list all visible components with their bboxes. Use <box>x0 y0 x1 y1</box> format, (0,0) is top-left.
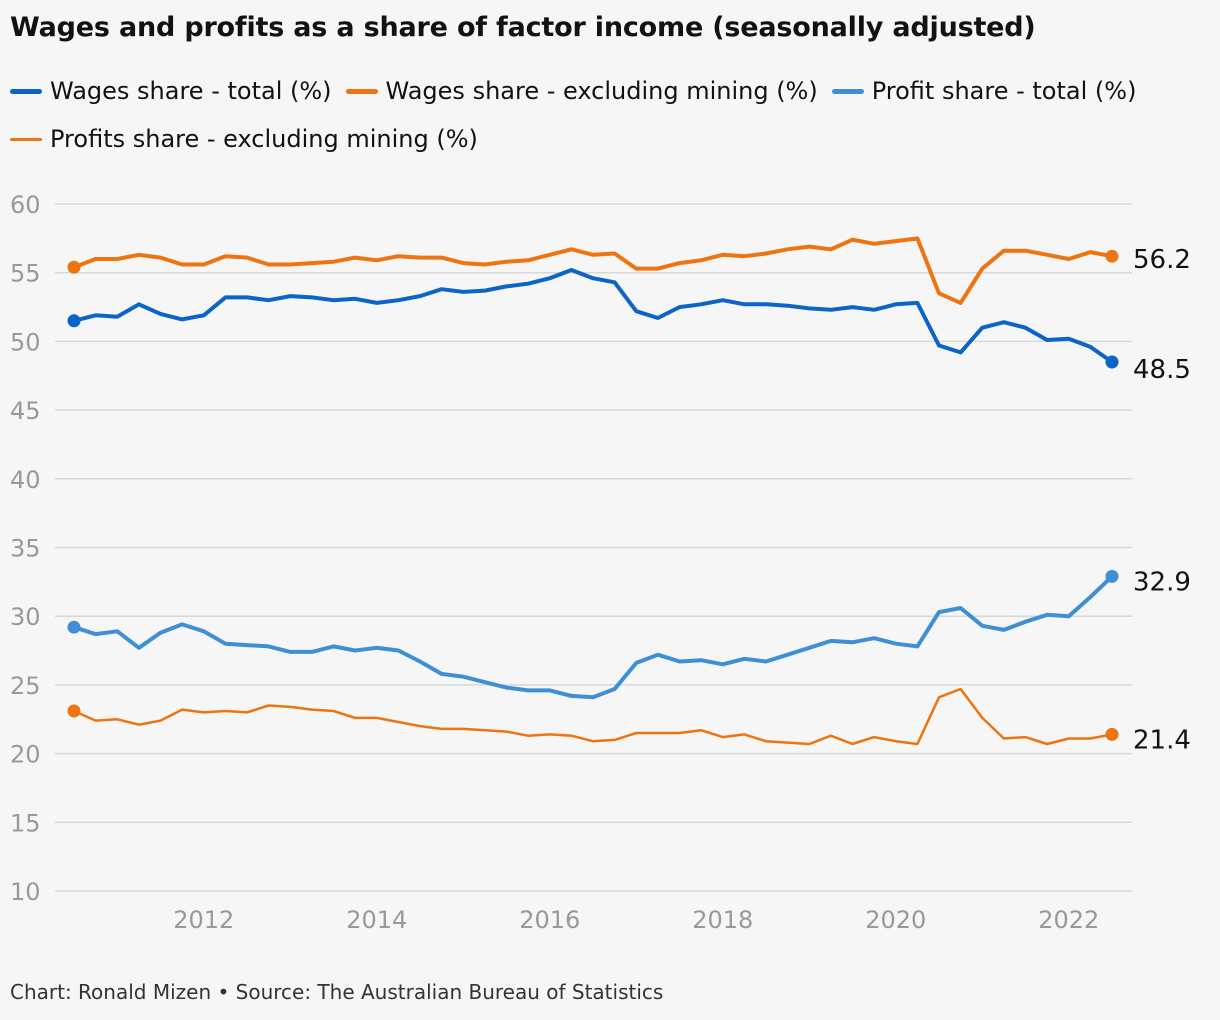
end-label-wages_ex_mining: 56.2 <box>1133 245 1191 275</box>
y-tick-label-60: 60 <box>10 191 41 219</box>
legend-item-profits-ex-mining: Profits share - excluding mining (%) <box>10 122 478 156</box>
end-label-profits_ex_mining: 21.4 <box>1133 725 1191 755</box>
end-point-profit_total <box>1105 569 1119 583</box>
legend: Wages share - total (%) Wages share - ex… <box>10 74 1210 156</box>
y-tick-label-55: 55 <box>10 260 41 288</box>
end-point-wages_ex_mining <box>1105 249 1119 263</box>
start-point-profits_ex_mining <box>67 704 81 718</box>
legend-swatch-wages-total <box>10 88 42 94</box>
x-tick-label-2020: 2020 <box>865 906 926 934</box>
y-tick-label-20: 20 <box>10 741 41 769</box>
x-tick-label-2012: 2012 <box>173 906 234 934</box>
gridlines <box>55 203 1132 892</box>
series-lines <box>67 236 1119 746</box>
y-tick-label-50: 50 <box>10 328 41 356</box>
legend-label-wages-total: Wages share - total (%) <box>50 77 332 105</box>
x-tick-label-2022: 2022 <box>1038 906 1099 934</box>
chart-title: Wages and profits as a share of factor i… <box>10 12 1036 43</box>
series-line-wages_total <box>72 268 1114 364</box>
legend-swatch-profit-total <box>831 88 864 94</box>
end-point-profits_ex_mining <box>1105 727 1119 741</box>
end-label-profit_total: 32.9 <box>1133 567 1191 597</box>
legend-item-wages-ex-mining: Wages share - excluding mining (%) <box>345 74 818 108</box>
x-tick-label-2014: 2014 <box>346 906 407 934</box>
y-tick-label-10: 10 <box>10 878 41 906</box>
y-tick-label-15: 15 <box>10 809 41 837</box>
y-axis-ticks: 10 15 20 25 30 35 40 45 50 55 60 <box>10 191 41 906</box>
legend-label-profit-total: Profit share - total (%) <box>871 77 1137 105</box>
legend-item-wages-total: Wages share - total (%) <box>10 74 332 108</box>
series-line-profits_ex_mining <box>72 687 1114 746</box>
y-tick-label-45: 45 <box>10 397 41 425</box>
x-axis-ticks: 2012 2014 2016 2018 2020 2022 <box>173 906 1099 934</box>
end-point-wages_total <box>1105 355 1119 369</box>
start-point-wages_total <box>67 314 81 328</box>
end-labels: 48.5 56.2 32.9 21.4 <box>1133 245 1191 755</box>
legend-label-profits-ex-mining: Profits share - excluding mining (%) <box>50 125 478 153</box>
legend-swatch-profits-ex-mining <box>10 137 42 141</box>
y-tick-label-25: 25 <box>10 672 41 700</box>
y-tick-label-35: 35 <box>10 535 41 563</box>
y-tick-label-30: 30 <box>10 603 41 631</box>
x-tick-label-2018: 2018 <box>692 906 753 934</box>
chart-credit: Chart: Ronald Mizen • Source: The Austra… <box>10 980 664 1004</box>
x-tick-label-2016: 2016 <box>519 906 580 934</box>
y-tick-label-40: 40 <box>10 466 41 494</box>
legend-swatch-wages-ex-mining <box>345 88 378 94</box>
start-point-profit_total <box>67 620 81 634</box>
start-point-wages_ex_mining <box>67 260 81 274</box>
series-line-wages_ex_mining <box>72 236 1114 305</box>
legend-item-profit-total: Profit share - total (%) <box>831 74 1137 108</box>
end-label-wages_total: 48.5 <box>1133 355 1191 385</box>
series-line-profit_total <box>72 574 1114 700</box>
legend-label-wages-ex-mining: Wages share - excluding mining (%) <box>385 77 818 105</box>
